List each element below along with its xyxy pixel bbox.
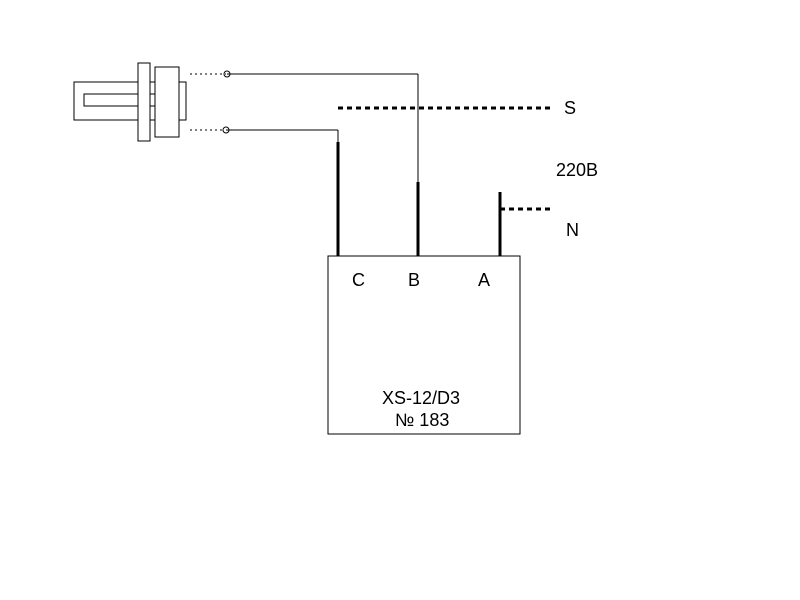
label-n: N	[566, 220, 579, 241]
sensor-bracket2	[155, 67, 179, 137]
label-box-line2: № 183	[395, 410, 449, 431]
label-terminal-c: C	[352, 270, 365, 291]
label-terminal-b: B	[408, 270, 420, 291]
sensor-bracket1	[138, 63, 150, 141]
label-voltage: 220B	[556, 160, 598, 181]
label-s: S	[564, 98, 576, 119]
label-box-line1: XS-12/D3	[382, 388, 460, 409]
schematic-svg	[0, 0, 800, 600]
label-terminal-a: A	[478, 270, 490, 291]
